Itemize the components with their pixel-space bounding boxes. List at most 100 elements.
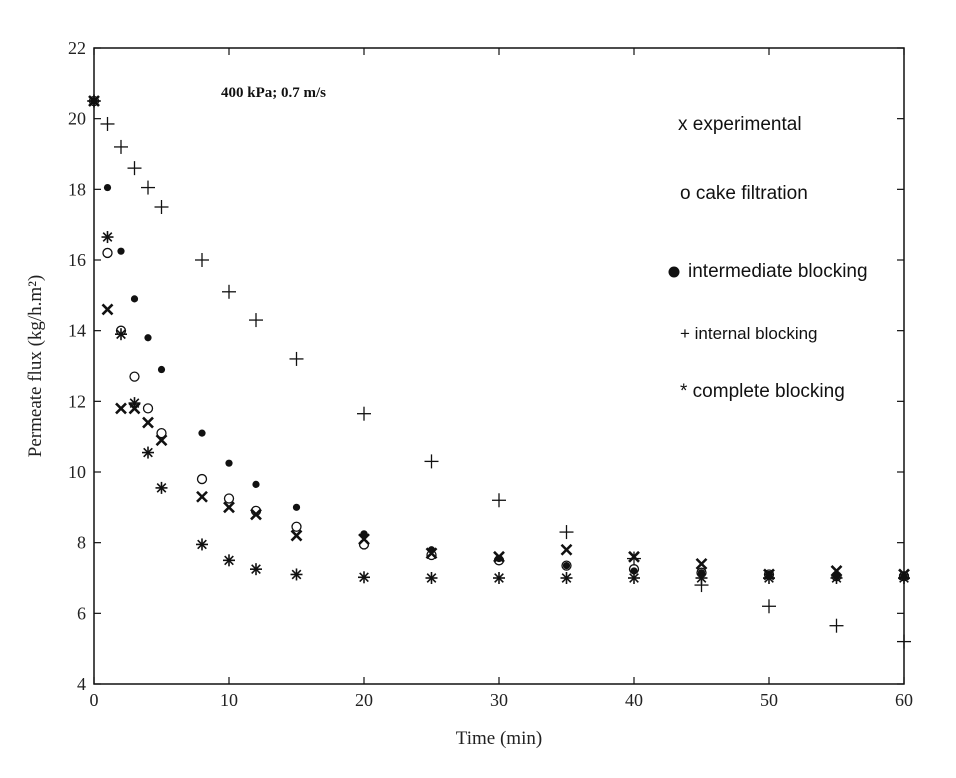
intermediate-blocking-point xyxy=(292,503,301,511)
experimental-point xyxy=(142,416,154,429)
complete-blocking-point xyxy=(560,572,573,584)
internal-blocking-point xyxy=(559,525,574,540)
complete-blocking-point xyxy=(88,95,100,107)
experimental-point xyxy=(223,501,235,514)
experimental-point xyxy=(115,402,127,415)
complete-blocking-point xyxy=(155,481,168,494)
internal-blocking-point xyxy=(195,253,209,267)
complete-blocking-point xyxy=(763,572,775,584)
intermediate-blocking-point xyxy=(495,554,503,563)
axis-ticks: 0 10 20 30 40 50 60 4 6 8 10 12 14 16 18 20 22 xyxy=(68,38,913,710)
intermediate-blocking-point xyxy=(225,459,233,467)
intermediate-blocking-point xyxy=(144,334,152,342)
legend-intermediate-blocking: intermediate blocking xyxy=(688,261,868,282)
complete-blocking-point xyxy=(115,328,127,341)
internal-blocking-point xyxy=(222,284,236,299)
legend-cake-filtration: o cake filtration xyxy=(680,183,808,204)
experimental-point xyxy=(101,303,114,316)
internal-blocking-point xyxy=(357,406,371,421)
intermediate-blocking-point xyxy=(427,546,436,554)
internal-blocking-point xyxy=(127,161,142,176)
y-tick-label: 6 xyxy=(77,603,86,623)
experimental-point xyxy=(358,533,370,546)
internal-blocking-point xyxy=(627,551,641,566)
x-tick-label: 60 xyxy=(895,690,913,710)
y-axis-title: Permeate flux (kg/h.m²) xyxy=(25,275,46,457)
x-axis-title: Time (min) xyxy=(456,728,542,749)
internal-blocking-point xyxy=(762,599,776,614)
experimental-point xyxy=(560,543,573,556)
legend-internal-blocking: + internal blocking xyxy=(680,324,818,343)
legend-complete-blocking: * complete blocking xyxy=(680,381,845,402)
complete-blocking-point xyxy=(898,572,910,584)
intermediate-blocking-point xyxy=(103,183,112,192)
intermediate-blocking-point xyxy=(562,562,571,570)
internal-blocking-point xyxy=(154,200,169,214)
intermediate-blocking-point xyxy=(198,429,206,437)
internal-blocking-point xyxy=(424,454,439,469)
y-tick-label: 8 xyxy=(77,533,86,553)
y-tick-label: 14 xyxy=(68,321,86,341)
cake-filtration-point xyxy=(156,427,167,439)
data-marks xyxy=(87,94,911,649)
complete-blocking-point xyxy=(425,572,438,584)
cake-filtration-point xyxy=(196,473,208,485)
complete-blocking-point xyxy=(493,572,505,584)
legend-experimental: x experimental xyxy=(678,114,802,135)
experimental-point xyxy=(250,508,262,521)
complete-blocking-point xyxy=(142,446,154,459)
cake-filtration-point xyxy=(291,521,302,532)
complete-blocking-point xyxy=(250,563,262,576)
x-tick-label: 0 xyxy=(90,690,99,710)
internal-blocking-point xyxy=(249,313,263,328)
legend-filled-circle-icon xyxy=(668,266,680,278)
intermediate-blocking-point xyxy=(360,530,368,538)
internal-blocking-point xyxy=(289,351,304,366)
internal-blocking-point xyxy=(114,139,128,154)
experimental-point xyxy=(196,490,208,503)
cake-filtration-point xyxy=(223,493,235,504)
plot-frame xyxy=(93,47,905,685)
cake-filtration-point xyxy=(129,371,140,382)
x-tick-label: 10 xyxy=(220,690,238,710)
complete-blocking-point xyxy=(223,554,235,567)
complete-blocking-point xyxy=(101,231,114,244)
internal-blocking-point xyxy=(829,618,844,633)
y-tick-label: 4 xyxy=(77,674,86,694)
complete-blocking-point xyxy=(128,397,141,410)
y-tick-label: 18 xyxy=(68,179,86,199)
x-tick-label: 20 xyxy=(355,690,373,710)
y-tick-label: 16 xyxy=(68,250,86,270)
internal-blocking-point xyxy=(492,493,506,508)
legend: x experimental o cake filtration interme… xyxy=(668,114,868,402)
y-tick-label: 20 xyxy=(68,109,86,129)
intermediate-blocking-point xyxy=(630,567,638,575)
complete-blocking-point xyxy=(830,572,843,584)
y-tick-label: 12 xyxy=(68,391,86,411)
complete-blocking-point xyxy=(628,572,640,584)
internal-blocking-point xyxy=(100,116,115,131)
intermediate-blocking-point xyxy=(252,480,260,488)
cake-filtration-point xyxy=(102,247,113,259)
cake-filtration-point xyxy=(358,539,370,550)
internal-blocking-point xyxy=(897,634,911,649)
complete-blocking-point xyxy=(358,571,370,584)
experimental-point xyxy=(290,529,303,542)
cake-filtration-point xyxy=(561,560,572,571)
cake-filtration-point xyxy=(142,403,154,414)
x-tick-label: 30 xyxy=(490,690,508,710)
intermediate-blocking-point xyxy=(157,365,166,374)
complete-blocking-point xyxy=(290,568,303,581)
x-tick-label: 50 xyxy=(760,690,778,710)
complete-blocking-point xyxy=(695,572,708,584)
intermediate-blocking-point xyxy=(130,295,139,303)
x-tick-label: 40 xyxy=(625,690,643,710)
cake-filtration-point xyxy=(250,505,262,517)
internal-blocking-point xyxy=(141,180,155,195)
annotation-text: 400 kPa; 0.7 m/s xyxy=(221,85,326,101)
y-tick-label: 10 xyxy=(68,462,86,482)
intermediate-blocking-point xyxy=(117,247,125,255)
complete-blocking-point xyxy=(196,538,208,551)
y-tick-label: 22 xyxy=(68,38,86,58)
